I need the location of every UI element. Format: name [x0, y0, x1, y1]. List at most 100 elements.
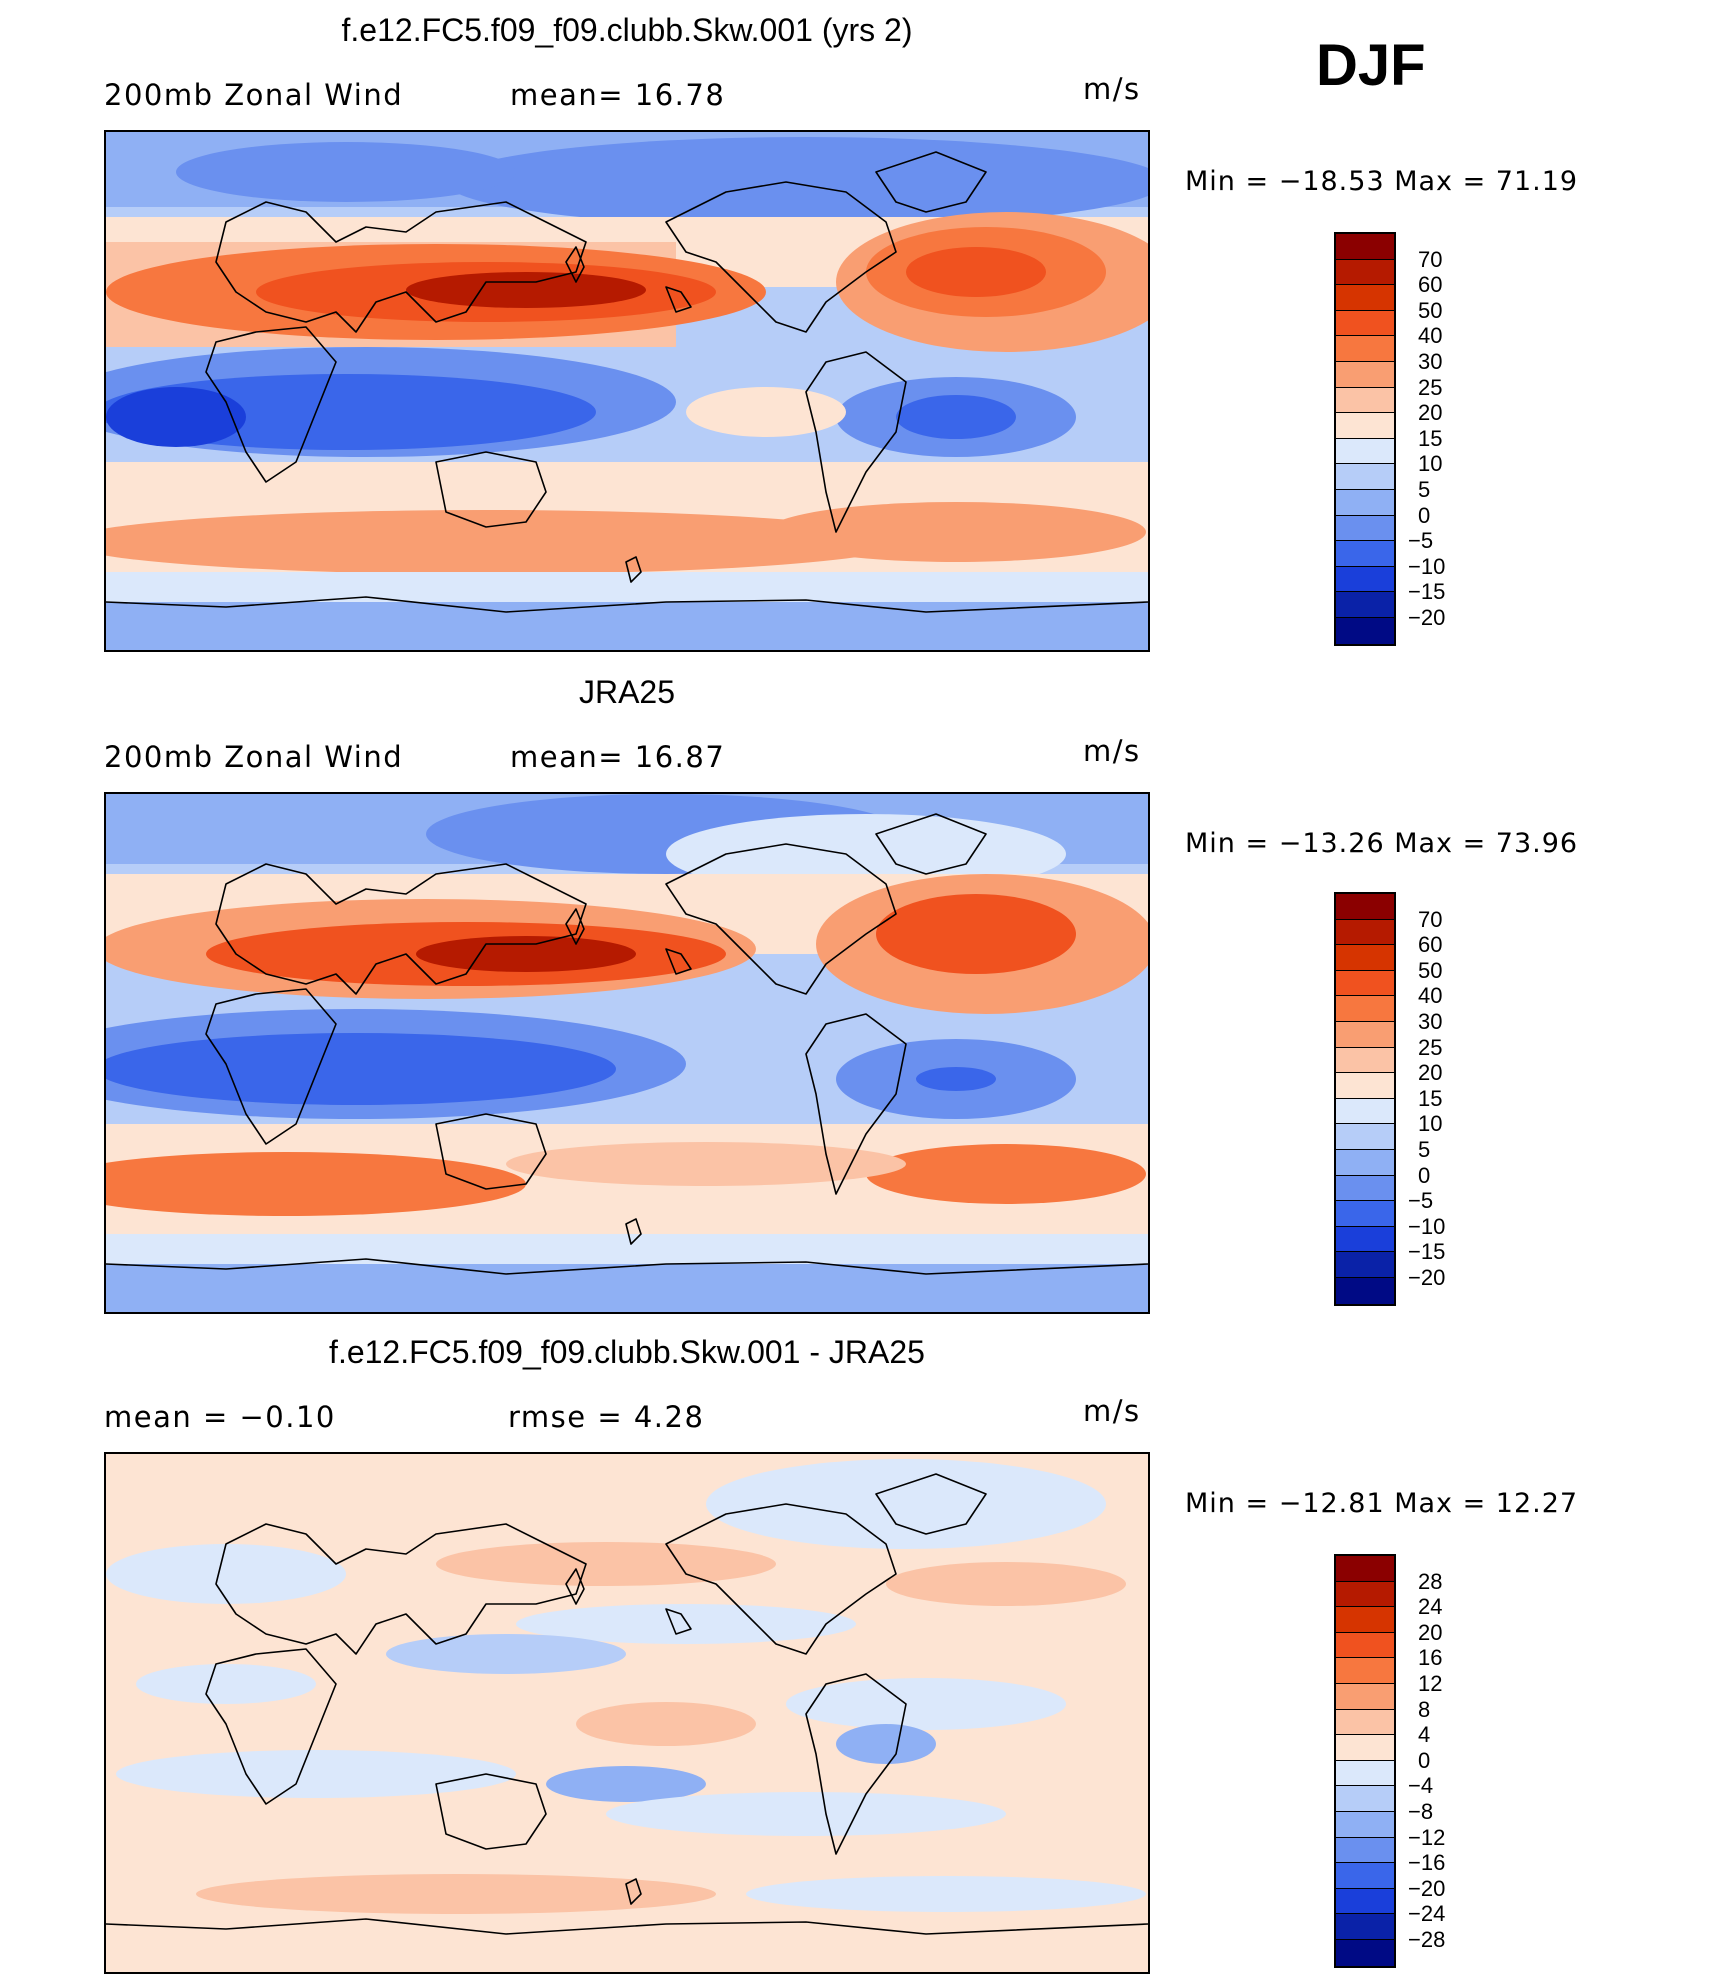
colorbar-swatch: [1336, 1760, 1394, 1787]
colorbar-swatch: [1336, 1735, 1394, 1761]
colorbar-tick-label: 20: [1418, 1060, 1443, 1086]
colorbar-swatch: [1336, 996, 1394, 1022]
colorbar-swatch: [1336, 1556, 1394, 1582]
colorbar-tick-label: −10: [1408, 553, 1446, 579]
panel-3-rmse: rmse = 4.28: [508, 1400, 705, 1434]
colorbar-swatch: [1336, 310, 1394, 337]
colorbar-swatch: [1336, 1683, 1394, 1710]
colorbar-swatch: [1336, 1149, 1394, 1176]
colorbar-swatch: [1336, 387, 1394, 414]
colorbar-swatch: [1336, 1581, 1394, 1608]
colorbar-swatch: [1336, 945, 1394, 971]
panel-3-mean: mean = −0.10: [104, 1400, 336, 1434]
panel-1-minmax: Min = −18.53 Max = 71.19: [1185, 166, 1579, 197]
colorbar-swatch: [1336, 1175, 1394, 1202]
colorbar-tick-label: −20: [1408, 605, 1446, 630]
colorbar-swatch: [1336, 919, 1394, 946]
panel-1-variable-label: 200mb Zonal Wind: [104, 78, 404, 112]
colorbar-tick-label: 10: [1418, 1111, 1443, 1137]
colorbar-swatch: [1336, 234, 1394, 260]
colorbar-swatch: [1336, 1226, 1394, 1253]
colorbar-tick-label: −28: [1408, 1927, 1446, 1952]
season-label: DJF: [1316, 33, 1426, 98]
colorbar-swatch: [1336, 617, 1394, 644]
colorbar-swatch: [1336, 1047, 1394, 1074]
colorbar-tick-label: 0: [1418, 1162, 1431, 1188]
colorbar-tick-label: 8: [1418, 1696, 1431, 1722]
panel-1-units: m/s: [1083, 72, 1141, 106]
colorbar-swatch: [1336, 1811, 1394, 1838]
colorbar-tick-label: −4: [1408, 1773, 1434, 1799]
colorbar-swatch: [1336, 1201, 1394, 1227]
colorbar-tick-label: 60: [1418, 272, 1443, 298]
colorbar-swatch: [1336, 1863, 1394, 1889]
colorbar-tick-label: 16: [1418, 1645, 1443, 1671]
colorbar-tick-label: −24: [1408, 1901, 1446, 1927]
panel-2-colorbar: [1334, 892, 1396, 1306]
colorbar-swatch: [1336, 566, 1394, 593]
colorbar-tick-label: 0: [1418, 1747, 1431, 1773]
colorbar-tick-label: −15: [1408, 579, 1446, 605]
colorbar-tick-label: 5: [1418, 1137, 1431, 1162]
colorbar-swatch: [1336, 970, 1394, 997]
colorbar-tick-label: 15: [1418, 425, 1443, 451]
colorbar-swatch: [1336, 1888, 1394, 1915]
panel-2-units: m/s: [1083, 734, 1141, 768]
colorbar-swatch: [1336, 1914, 1394, 1940]
colorbar-swatch: [1336, 1939, 1394, 1966]
colorbar-tick-label: 10: [1418, 451, 1443, 477]
colorbar-swatch: [1336, 1073, 1394, 1099]
colorbar-swatch: [1336, 541, 1394, 567]
panel-1-mean: mean= 16.78: [510, 78, 726, 112]
colorbar-tick-label: 24: [1418, 1594, 1443, 1620]
colorbar-tick-label: 50: [1418, 297, 1443, 323]
colorbar-swatch: [1336, 285, 1394, 311]
colorbar-tick-label: 4: [1418, 1722, 1431, 1748]
colorbar-tick-label: 30: [1418, 1009, 1443, 1034]
colorbar-tick-label: 40: [1418, 323, 1443, 349]
colorbar-swatch: [1336, 1786, 1394, 1812]
colorbar-swatch: [1336, 1632, 1394, 1659]
colorbar-swatch: [1336, 259, 1394, 286]
panel-1-map: [104, 130, 1150, 652]
colorbar-swatch: [1336, 1021, 1394, 1048]
colorbar-tick-label: −5: [1408, 528, 1434, 554]
colorbar-tick-label: 25: [1418, 1034, 1443, 1060]
colorbar-tick-label: −20: [1408, 1265, 1446, 1290]
colorbar-tick-label: 60: [1418, 932, 1443, 958]
colorbar-swatch: [1336, 1277, 1394, 1304]
colorbar-tick-label: 70: [1418, 246, 1443, 272]
colorbar-tick-label: −10: [1408, 1213, 1446, 1239]
colorbar-swatch: [1336, 1709, 1394, 1736]
colorbar-swatch: [1336, 1837, 1394, 1864]
panel-3-title: f.e12.FC5.f09_f09.clubb.Skw.001 - JRA25: [329, 1334, 925, 1370]
colorbar-tick-label: −16: [1408, 1850, 1446, 1876]
colorbar-swatch: [1336, 592, 1394, 618]
colorbar-tick-label: 50: [1418, 957, 1443, 983]
colorbar-tick-label: 0: [1418, 502, 1431, 528]
panel-2-minmax: Min = −13.26 Max = 73.96: [1185, 828, 1579, 859]
colorbar-swatch: [1336, 1658, 1394, 1684]
colorbar-swatch: [1336, 336, 1394, 362]
panel-2-map: [104, 792, 1150, 1314]
colorbar-swatch: [1336, 438, 1394, 465]
panel-2-mean: mean= 16.87: [510, 740, 726, 774]
colorbar-swatch: [1336, 413, 1394, 439]
colorbar-swatch: [1336, 1607, 1394, 1633]
colorbar-tick-label: −5: [1408, 1188, 1434, 1214]
colorbar-tick-label: 12: [1418, 1671, 1443, 1696]
colorbar-tick-label: 70: [1418, 906, 1443, 932]
colorbar-swatch: [1336, 489, 1394, 516]
colorbar-tick-label: −8: [1408, 1799, 1434, 1824]
colorbar-swatch: [1336, 515, 1394, 542]
colorbar-tick-label: −20: [1408, 1875, 1446, 1901]
colorbar-swatch: [1336, 361, 1394, 388]
colorbar-tick-label: −12: [1408, 1824, 1446, 1850]
colorbar-swatch: [1336, 894, 1394, 920]
colorbar-swatch: [1336, 1098, 1394, 1125]
colorbar-swatch: [1336, 1124, 1394, 1150]
colorbar-tick-label: 28: [1418, 1568, 1443, 1594]
colorbar-tick-label: 30: [1418, 349, 1443, 374]
colorbar-tick-label: 5: [1418, 477, 1431, 502]
panel-3-colorbar: [1334, 1554, 1396, 1968]
